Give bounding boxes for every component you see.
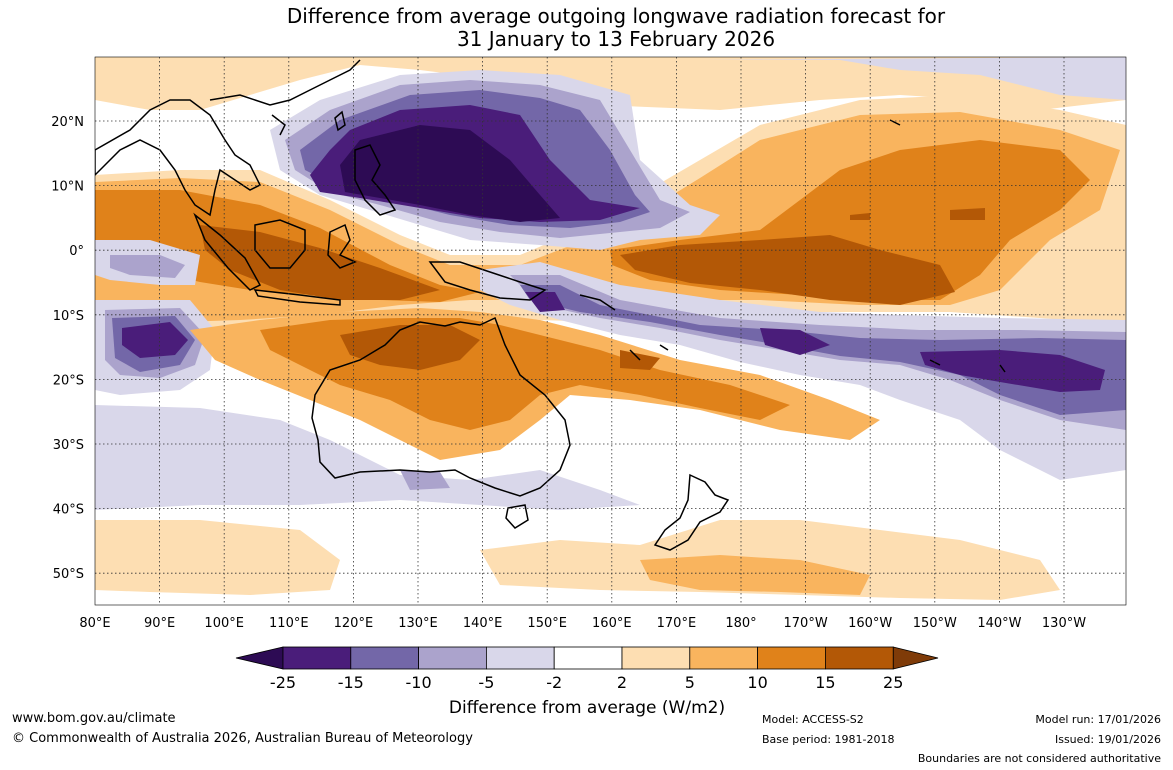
colorbar-segment bbox=[757, 646, 826, 670]
longitude-label: 120°E bbox=[334, 616, 374, 631]
anomaly-region-aus-dark-orange bbox=[340, 325, 660, 370]
map-title-line-2: 31 January to 13 February 2026 bbox=[456, 27, 776, 51]
model-run-date: Model run: 17/01/2026 bbox=[1035, 713, 1161, 726]
colorbar bbox=[235, 646, 939, 670]
colorbar-tick-label: -2 bbox=[546, 673, 562, 692]
model-name: Model: ACCESS-S2 bbox=[762, 713, 864, 726]
map-title-line-1: Difference from average outgoing longwav… bbox=[286, 4, 946, 28]
colorbar-tick-label: 15 bbox=[815, 673, 835, 692]
map-frame bbox=[94, 56, 1127, 606]
base-period: Base period: 1981-2018 bbox=[762, 733, 895, 746]
anomaly-region-purple-indian-south-core bbox=[122, 322, 188, 358]
anomaly-region-darkest-purple-north bbox=[340, 125, 560, 222]
colorbar-tick-label: 2 bbox=[617, 673, 627, 692]
anomaly-region-pale-orange-north bbox=[95, 57, 1126, 110]
latitude-label: 40°S bbox=[53, 503, 84, 518]
longitude-label: 170°W bbox=[784, 616, 828, 631]
latitude-label: 0° bbox=[69, 244, 84, 259]
anomaly-region-pale-purple-east bbox=[700, 57, 1126, 100]
longitude-label: 80°E bbox=[79, 616, 110, 631]
latitude-label: 10°S bbox=[53, 309, 84, 324]
coast-asia-east bbox=[209, 59, 361, 136]
colorbar-tick-label: -10 bbox=[406, 673, 432, 692]
longitude-label: 160°E bbox=[592, 616, 632, 631]
coast-taiwan bbox=[334, 110, 346, 132]
longitude-label: 90°E bbox=[144, 616, 175, 631]
colorbar-segment bbox=[553, 646, 623, 670]
latitude-label: 20°N bbox=[51, 115, 84, 130]
colorbar-ticks: -25 -15 -10 -5 -2 2 5 10 15 25 bbox=[270, 673, 903, 692]
colorbar-tick-label: -15 bbox=[338, 673, 364, 692]
coast-tasmania bbox=[505, 504, 529, 529]
longitude-label: 140°E bbox=[463, 616, 503, 631]
anomaly-region-south-light-orange bbox=[640, 555, 870, 595]
website-link[interactable]: www.bom.gov.au/climate bbox=[12, 711, 176, 726]
longitude-label: 130°E bbox=[398, 616, 438, 631]
anomaly-region-southern-pale-purple bbox=[95, 405, 640, 510]
coast-philippines bbox=[354, 144, 397, 216]
coast-asia-mainland bbox=[95, 99, 262, 217]
colorbar-segment bbox=[689, 646, 758, 670]
graticule bbox=[95, 57, 1126, 605]
colorbar-label: Difference from average (W/m2) bbox=[449, 698, 725, 718]
colorbar-high-extension bbox=[892, 646, 939, 670]
longitude-label: 170°E bbox=[657, 616, 697, 631]
anomaly-region-spcz-light-purple bbox=[510, 275, 1126, 430]
coast-borneo bbox=[254, 219, 306, 269]
copyright-text: © Commonwealth of Australia 2026, Austra… bbox=[12, 731, 473, 746]
anomaly-region-spcz-deep-purple bbox=[525, 292, 1105, 392]
boundaries-disclaimer: Boundaries are not considered authoritat… bbox=[917, 752, 1161, 765]
colorbar-tick-label: 10 bbox=[747, 673, 767, 692]
colorbar-segment bbox=[350, 646, 419, 670]
longitude-labels: 80°E 90°E 100°E 110°E 120°E 130°E 140°E 150°E 16… bbox=[79, 616, 1086, 631]
colorbar-segment bbox=[621, 646, 691, 670]
colorbar-tick-label: 25 bbox=[883, 673, 903, 692]
coast-new-guinea bbox=[428, 261, 547, 301]
latitude-label: 10°N bbox=[51, 180, 84, 195]
issued-date: Issued: 19/01/2026 bbox=[1054, 733, 1161, 746]
longitude-label: 160°W bbox=[848, 616, 892, 631]
colorbar-segment bbox=[825, 646, 894, 670]
latitude-labels: 20°N 10°N 0° 10°S 20°S 30°S 40°S 50°S bbox=[51, 115, 84, 582]
colorbar-tick-label: -5 bbox=[478, 673, 494, 692]
coast-new-zealand bbox=[653, 473, 730, 551]
longitude-label: 100°E bbox=[204, 616, 244, 631]
anomaly-region-spcz-medium-purple bbox=[520, 285, 1126, 415]
longitude-label: 130°W bbox=[1042, 616, 1086, 631]
colorbar-tick-label: 5 bbox=[685, 673, 695, 692]
longitude-label: 150°W bbox=[913, 616, 957, 631]
colorbar-segment bbox=[282, 646, 352, 670]
colorbar-low-extension bbox=[235, 646, 284, 670]
colorbar-segment bbox=[485, 646, 555, 670]
colorbar-segment bbox=[418, 646, 487, 670]
latitude-label: 50°S bbox=[53, 567, 84, 582]
longitude-label: 180° bbox=[725, 616, 756, 631]
anomaly-region-southern-light-purple bbox=[400, 470, 450, 490]
colorbar-tick-label: -25 bbox=[270, 673, 296, 692]
coast-java bbox=[253, 289, 341, 306]
coast-australia bbox=[311, 316, 571, 497]
longitude-label: 150°E bbox=[527, 616, 567, 631]
coast-sulawesi bbox=[327, 223, 357, 269]
anomaly-region-purple-indian-north-inner bbox=[110, 255, 185, 278]
longitude-label: 110°E bbox=[269, 616, 309, 631]
anomaly-region-dark-orange-eq bbox=[200, 208, 985, 305]
coast-sumatra bbox=[193, 212, 262, 291]
latitude-label: 20°S bbox=[53, 373, 84, 388]
longitude-label: 140°W bbox=[977, 616, 1021, 631]
latitude-label: 30°S bbox=[53, 438, 84, 453]
